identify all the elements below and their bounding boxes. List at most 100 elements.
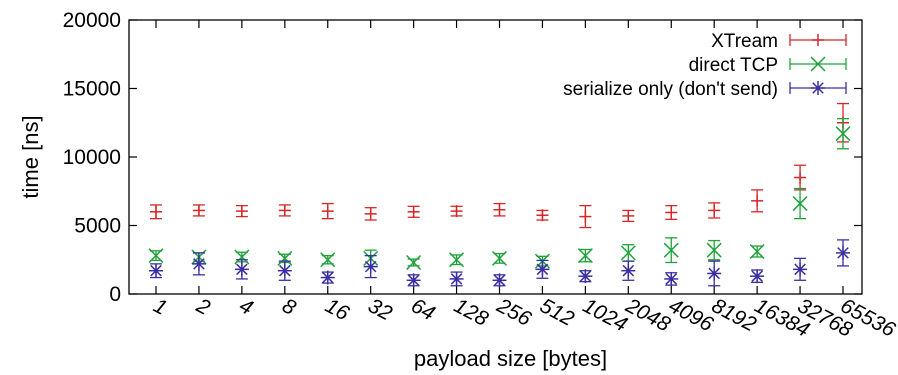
data-marker [579,270,592,282]
legend-label: serialize only (don't send) [563,79,778,100]
series-layer [148,102,851,288]
y-tick-label: 15000 [63,78,121,101]
data-marker [837,247,849,259]
x-tick-label: 256 [492,294,535,331]
x-tick-label: 128 [450,294,492,331]
data-marker [491,250,508,266]
data-marker [622,264,635,277]
y-axis-label: time [ns] [18,115,43,198]
data-point [149,263,163,279]
data-point [793,257,808,281]
data-point [320,252,336,268]
data-marker [321,271,334,284]
data-point [192,204,205,217]
data-point [449,271,464,287]
x-tick-label: 16 [321,294,353,325]
data-point [621,260,636,281]
data-point [363,254,378,279]
data-point [234,259,249,280]
legend-entry-0: XTream [711,31,847,52]
data-point [536,209,549,222]
data-point [492,273,507,288]
legend-label: direct TCP [689,55,778,76]
data-point [749,243,765,260]
series-1 [148,117,851,271]
x-tick-label: 4096 [665,294,717,336]
data-marker [536,263,549,276]
x-tick-label: 64 [407,294,438,325]
data-marker [706,242,722,258]
data-marker [234,249,250,265]
data-point [707,260,722,287]
data-point [836,239,850,267]
data-marker [577,248,593,264]
x-tick-label: 1024 [579,294,631,336]
data-point [577,248,593,264]
data-marker [320,252,336,268]
y-tick-label: 0 [109,283,121,306]
data-point [493,202,506,217]
x-tick-label: 2 [192,294,214,320]
legend: XTream direct TCP serialize only (don't se… [563,31,847,100]
x-tick-label: 4 [236,294,257,320]
data-point [407,205,420,218]
y-tick-label: 5000 [74,215,121,238]
data-point [664,271,679,286]
data-marker [794,263,806,276]
data-marker [665,273,678,285]
data-point [535,259,550,279]
data-point [235,204,248,218]
legend-marker [812,82,824,94]
data-marker [708,267,720,280]
data-marker [148,248,164,264]
x-tick-label: 1 [150,294,171,320]
data-marker [751,270,763,282]
data-point [708,202,721,219]
data-marker [663,242,679,258]
legend-marker [810,56,826,72]
data-point [751,189,764,213]
data-point [364,207,377,221]
data-point [792,187,808,220]
y-tick-label: 10000 [63,146,121,169]
data-marker [749,243,765,260]
data-point [320,270,335,285]
data-point [706,239,722,261]
data-point [406,254,422,271]
legend-entry-1: direct TCP [689,55,847,76]
data-point [491,250,508,266]
data-point [150,204,162,220]
x-tick-label: 8 [278,294,299,320]
data-point [578,269,593,284]
data-point [449,252,465,268]
data-marker [277,250,293,266]
data-marker [450,273,463,285]
data-marker [236,263,248,276]
data-marker [406,254,422,271]
data-marker [620,245,636,261]
y-tick-label: 20000 [63,9,121,32]
data-point [191,252,206,276]
data-point [450,205,463,218]
data-point [321,202,334,220]
data-marker [792,196,808,212]
x-tick-label: 8192 [708,294,760,336]
data-marker [835,126,851,142]
data-point [277,260,292,281]
data-marker [493,274,506,287]
data-point [794,164,807,191]
data-point [278,204,291,217]
data-point [620,244,636,262]
x-axis-label: payload size [bytes] [414,346,607,371]
data-marker [193,258,205,270]
data-marker [364,260,377,273]
data-point [665,204,678,220]
data-marker [279,264,291,277]
data-point [835,117,851,150]
legend-entry-2: serialize only (don't send) [563,79,847,100]
x-tick-label: 512 [536,294,578,331]
data-point [579,204,592,229]
series-0 [150,102,849,229]
